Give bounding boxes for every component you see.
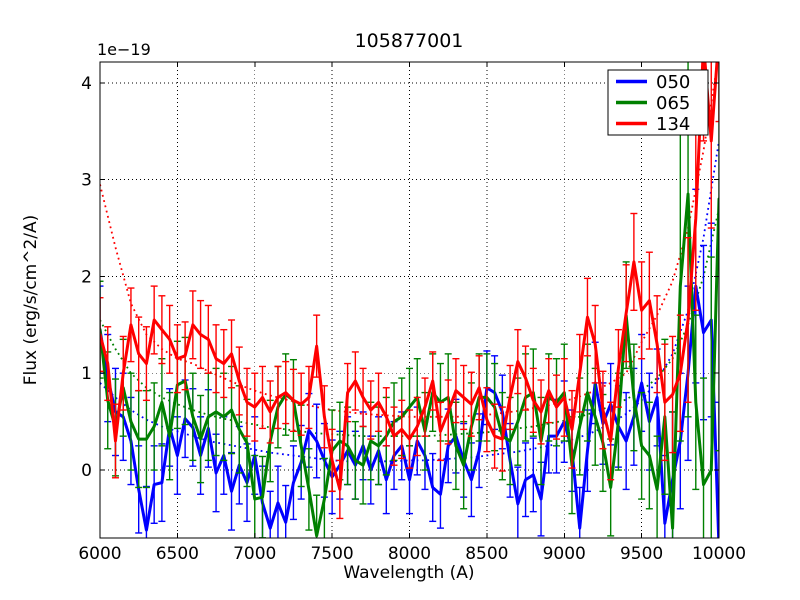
y-tick-label: 2 <box>81 267 92 287</box>
y-tick-label: 4 <box>81 74 92 94</box>
y-tick-label: 3 <box>81 171 92 191</box>
series-line-050 <box>100 284 719 538</box>
plot-title: 105877001 <box>355 30 464 52</box>
legend-label-134: 134 <box>656 114 690 135</box>
tick-labels: 6000 6500 7000 7500 8000 8500 9000 9500 10000 0 1 2… <box>78 74 746 564</box>
y-tick-label: 0 <box>81 461 92 481</box>
x-tick-label: 9000 <box>543 544 586 564</box>
x-tick-label: 7500 <box>310 544 353 564</box>
legend-label-050: 050 <box>656 72 690 93</box>
x-tick-label: 6000 <box>78 544 121 564</box>
x-axis-label: Wavelength (A) <box>343 563 474 583</box>
x-tick-label: 6500 <box>156 544 199 564</box>
y-offset-label: 1e−19 <box>97 40 151 59</box>
y-tick-label: 1 <box>81 364 92 384</box>
x-tick-label: 9500 <box>620 544 663 564</box>
x-tick-label: 8000 <box>388 544 431 564</box>
axes-frame <box>99 61 720 539</box>
data-layer <box>100 62 719 538</box>
legend-label-065: 065 <box>656 93 690 114</box>
legend: 050 065 134 <box>607 69 709 136</box>
y-axis-label: Flux (erg/s/cm^2/A) <box>21 215 41 386</box>
x-tick-label: 7000 <box>233 544 276 564</box>
x-tick-label: 8500 <box>465 544 508 564</box>
series-line-065 <box>100 192 719 538</box>
x-tick-label: 10000 <box>692 544 746 564</box>
series-line-134 <box>100 62 719 491</box>
